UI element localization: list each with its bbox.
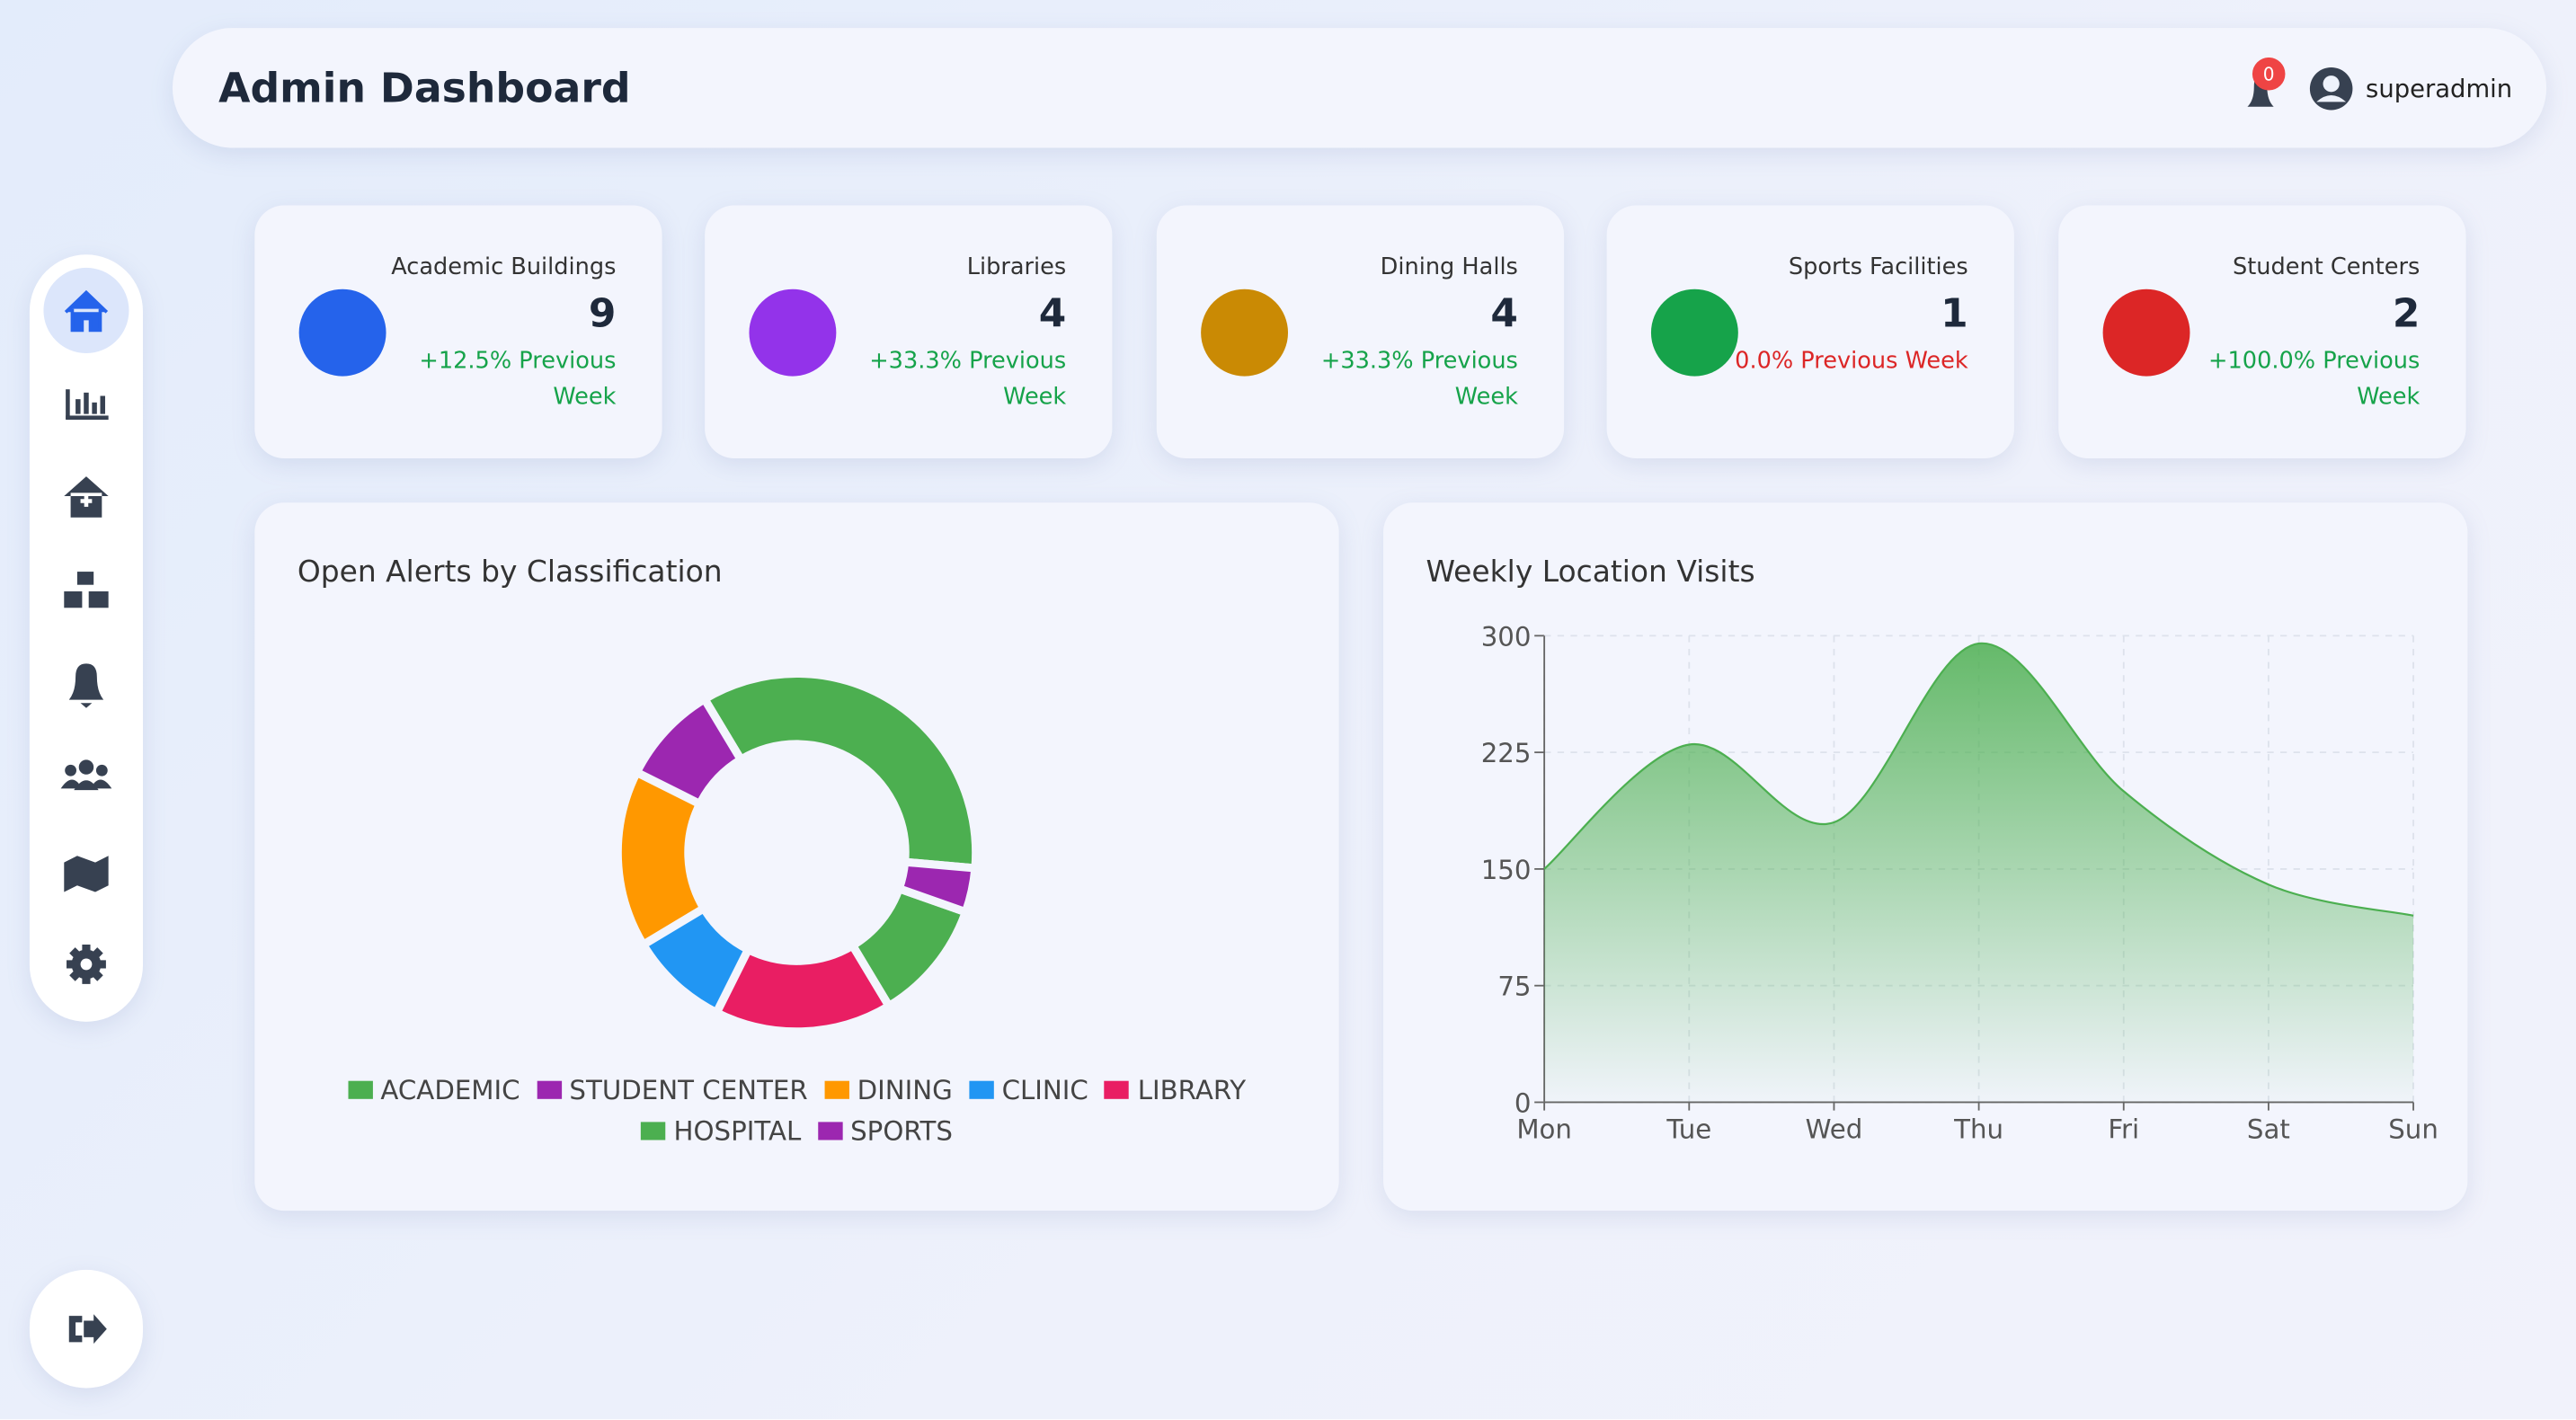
stat-value: 2 bbox=[2392, 290, 2421, 337]
chart-title: Open Alerts by Classification bbox=[297, 555, 723, 590]
stat-change: +12.5% Previous Week bbox=[419, 348, 617, 411]
y-tick-label: 0 bbox=[1515, 1087, 1532, 1118]
stat-value: 9 bbox=[588, 290, 617, 337]
chart-title: Weekly Location Visits bbox=[1426, 555, 1755, 590]
legend-label: STUDENT CENTER bbox=[569, 1074, 808, 1106]
x-tick-label: Fri bbox=[2108, 1114, 2139, 1145]
stat-change: +33.3% Previous Week bbox=[869, 348, 1067, 411]
x-tick-label: Tue bbox=[1666, 1114, 1711, 1145]
stat-value: 4 bbox=[1490, 290, 1518, 337]
x-tick-label: Sat bbox=[2247, 1114, 2290, 1145]
notification-bell[interactable]: 0 bbox=[2234, 57, 2300, 123]
stat-label: Academic Buildings bbox=[391, 254, 617, 281]
alerts-card: Open Alerts by Classification ACADEMIC ST… bbox=[254, 502, 1339, 1211]
stat-icon bbox=[2102, 288, 2190, 377]
stat-value: 4 bbox=[1038, 290, 1067, 337]
doughnut-segment bbox=[698, 669, 981, 873]
x-tick-label: Thu bbox=[1953, 1114, 2003, 1145]
legend-item: CLINIC bbox=[969, 1074, 1088, 1105]
y-tick-label: 225 bbox=[1481, 738, 1532, 768]
stat-label: Sports Facilities bbox=[1788, 254, 1968, 281]
legend-swatch bbox=[824, 1080, 849, 1099]
area-fill bbox=[1544, 643, 2414, 1103]
y-tick-label: 300 bbox=[1481, 621, 1532, 652]
y-tick-label: 75 bbox=[1497, 972, 1531, 1002]
logout-icon bbox=[68, 1314, 107, 1345]
stat-icon bbox=[298, 288, 386, 377]
logout-button[interactable] bbox=[29, 1269, 144, 1389]
stat-icon bbox=[749, 288, 837, 377]
header: Admin Dashboard 0 superadmin bbox=[172, 28, 2547, 148]
sidebar bbox=[29, 254, 144, 1022]
badge bbox=[2252, 57, 2286, 91]
legend-label: CLINIC bbox=[1001, 1074, 1088, 1106]
user-avatar[interactable] bbox=[2308, 66, 2354, 111]
legend-label: HOSPITAL bbox=[673, 1115, 802, 1147]
username[interactable]: superadmin bbox=[2366, 74, 2513, 104]
stat-card: Sports Facilities 1 0.0% Previous Week bbox=[1606, 205, 2014, 458]
legend-swatch bbox=[1105, 1080, 1130, 1099]
stat-label: Libraries bbox=[966, 254, 1067, 281]
x-tick-label: Mon bbox=[1516, 1114, 1572, 1145]
legend-label: SPORTS bbox=[850, 1115, 953, 1147]
page-title: Admin Dashboard bbox=[218, 64, 631, 112]
visits-card: Weekly Location Visits 0 75 150 225 300 Mon Tu… bbox=[1383, 502, 2468, 1211]
stat-card: Dining Halls 4 +33.3% Previous Week bbox=[1156, 205, 1565, 458]
legend-item: ACADEMIC bbox=[347, 1074, 520, 1106]
x-tick-label: Wed bbox=[1806, 1114, 1863, 1145]
legend-item: SPORTS bbox=[817, 1115, 953, 1147]
x-tick-label: Sun bbox=[2388, 1114, 2438, 1145]
stat-icon bbox=[1201, 288, 1289, 377]
stat-icon bbox=[1650, 288, 1738, 377]
legend-swatch bbox=[969, 1080, 994, 1099]
home-icon[interactable] bbox=[64, 289, 109, 333]
y-tick-label: 150 bbox=[1481, 855, 1532, 885]
stat-value: 1 bbox=[1941, 290, 1968, 337]
stat-card: Academic Buildings 9 +12.5% Previous Week bbox=[254, 205, 662, 458]
legend-item: HOSPITAL bbox=[640, 1115, 802, 1147]
bell-icon bbox=[2247, 74, 2274, 107]
legend-item: STUDENT CENTER bbox=[536, 1074, 808, 1106]
stat-change: +33.3% Previous Week bbox=[1320, 348, 1518, 411]
legend-swatch bbox=[536, 1080, 562, 1099]
stat-card: Student Centers 2 +100.0% Previous Week bbox=[2058, 205, 2466, 458]
legend-label: DINING bbox=[857, 1074, 953, 1106]
legend-label: ACADEMIC bbox=[380, 1074, 520, 1106]
legend-item: DINING bbox=[824, 1074, 953, 1105]
sidebar-icons bbox=[43, 267, 129, 984]
doughnut-segment bbox=[893, 857, 980, 918]
legend-swatch bbox=[817, 1122, 842, 1140]
stat-change: 0.0% Previous Week bbox=[1735, 348, 1968, 375]
stat-change: +100.0% Previous Week bbox=[2208, 348, 2421, 411]
legend: ACADEMIC STUDENT CENTER DINING CLINIC LIBRAR… bbox=[320, 1074, 1273, 1147]
stat-card: Libraries 4 +33.3% Previous Week bbox=[705, 205, 1113, 458]
legend-label: LIBRARY bbox=[1137, 1074, 1247, 1106]
badge-count: 0 bbox=[2263, 64, 2275, 85]
legend-swatch bbox=[640, 1122, 666, 1140]
legend-item: LIBRARY bbox=[1105, 1074, 1246, 1105]
doughnut-chart bbox=[613, 669, 981, 1036]
area-chart: 0 75 150 225 300 Mon Tue Wed Thu Fri Sat Sun bbox=[1481, 621, 2438, 1145]
line bbox=[1543, 642, 2414, 917]
stat-label: Student Centers bbox=[2233, 254, 2421, 281]
legend-swatch bbox=[347, 1080, 373, 1099]
stat-label: Dining Halls bbox=[1380, 254, 1518, 281]
